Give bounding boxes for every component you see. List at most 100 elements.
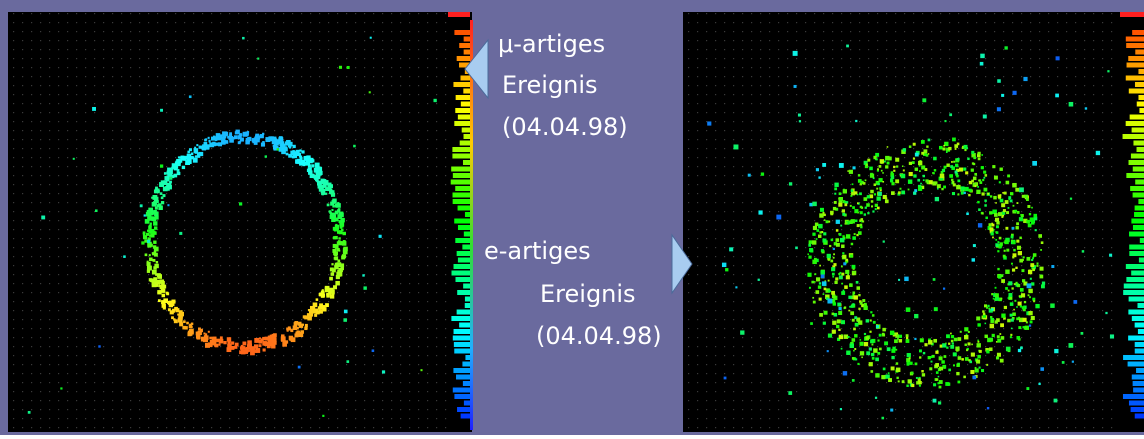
hit	[967, 342, 970, 345]
hit	[816, 238, 818, 240]
hit	[864, 303, 867, 306]
hit	[172, 166, 174, 168]
hit	[278, 137, 283, 142]
hit	[919, 356, 921, 358]
hit	[996, 221, 999, 224]
hit	[335, 211, 339, 215]
hit	[979, 367, 981, 369]
hit	[1033, 300, 1035, 302]
histogram-bar	[1126, 121, 1144, 126]
hit	[948, 147, 951, 150]
hit	[961, 186, 965, 190]
hit	[977, 355, 981, 359]
hit	[1006, 347, 1011, 352]
hit	[73, 158, 75, 160]
hit	[913, 174, 916, 177]
hit	[846, 275, 850, 279]
hit	[975, 367, 977, 369]
hit	[896, 362, 898, 364]
hit	[959, 168, 963, 172]
hit	[941, 360, 944, 363]
hit	[1026, 257, 1030, 261]
hit	[324, 181, 328, 185]
histogram-bar	[453, 199, 470, 204]
histogram-bar	[1129, 89, 1144, 94]
hit	[843, 189, 847, 193]
hit	[321, 187, 323, 189]
hit	[854, 295, 858, 299]
hit	[159, 290, 161, 292]
hit	[1008, 293, 1012, 297]
hit	[885, 200, 889, 204]
hit	[293, 145, 296, 148]
histogram-bar	[453, 173, 470, 178]
hit	[363, 286, 366, 289]
hit	[1040, 367, 1044, 371]
hit	[362, 274, 364, 276]
hit	[822, 239, 826, 243]
histogram-bar	[1137, 303, 1144, 308]
hit	[307, 316, 312, 321]
hit	[989, 211, 992, 214]
hit	[1003, 280, 1005, 282]
hit	[342, 241, 347, 246]
hit	[288, 326, 291, 329]
histogram-bar	[1129, 401, 1144, 406]
histogram-bar	[1139, 258, 1144, 263]
hit	[830, 213, 833, 216]
hit	[874, 183, 877, 186]
hit	[339, 242, 342, 245]
hit	[810, 322, 813, 325]
hit	[896, 368, 900, 372]
hit	[845, 222, 847, 224]
hit	[1023, 318, 1027, 322]
hit	[995, 293, 999, 297]
hit	[852, 319, 855, 322]
hit	[246, 138, 250, 142]
hit	[1035, 304, 1039, 308]
hit	[955, 164, 958, 167]
hit	[826, 220, 829, 223]
hit	[879, 187, 881, 189]
histogram-bar	[453, 193, 470, 198]
hit	[338, 208, 341, 211]
left-color-scale	[470, 20, 473, 430]
hit	[167, 204, 169, 206]
hit	[985, 323, 987, 325]
hit	[1006, 249, 1009, 252]
hit	[997, 107, 1001, 111]
hit	[281, 144, 286, 149]
hit	[1081, 332, 1084, 335]
hit	[302, 324, 304, 326]
hit	[337, 202, 339, 204]
hit	[999, 333, 1001, 335]
hit	[913, 158, 915, 160]
hit	[1021, 293, 1025, 297]
hit	[939, 367, 943, 371]
histogram-bar	[462, 128, 470, 133]
histogram-bar	[1138, 95, 1144, 100]
hit	[334, 251, 338, 255]
hit	[815, 223, 818, 226]
hit	[1010, 334, 1012, 336]
hit	[340, 226, 343, 229]
hit	[855, 120, 857, 122]
hit	[953, 364, 955, 366]
hit	[798, 114, 801, 117]
hit	[909, 362, 912, 365]
hit	[338, 237, 340, 239]
hit	[1010, 336, 1012, 338]
hit	[1011, 240, 1013, 242]
histogram-bar	[1133, 141, 1144, 146]
hit	[1037, 262, 1039, 264]
histogram-bar	[1126, 264, 1144, 269]
hit	[293, 325, 298, 330]
hit	[891, 182, 894, 185]
hit	[896, 165, 898, 167]
hit	[262, 133, 264, 135]
hit	[893, 170, 895, 172]
hit	[213, 138, 215, 140]
hit	[911, 372, 914, 375]
hit	[888, 372, 890, 374]
hit	[831, 291, 835, 295]
